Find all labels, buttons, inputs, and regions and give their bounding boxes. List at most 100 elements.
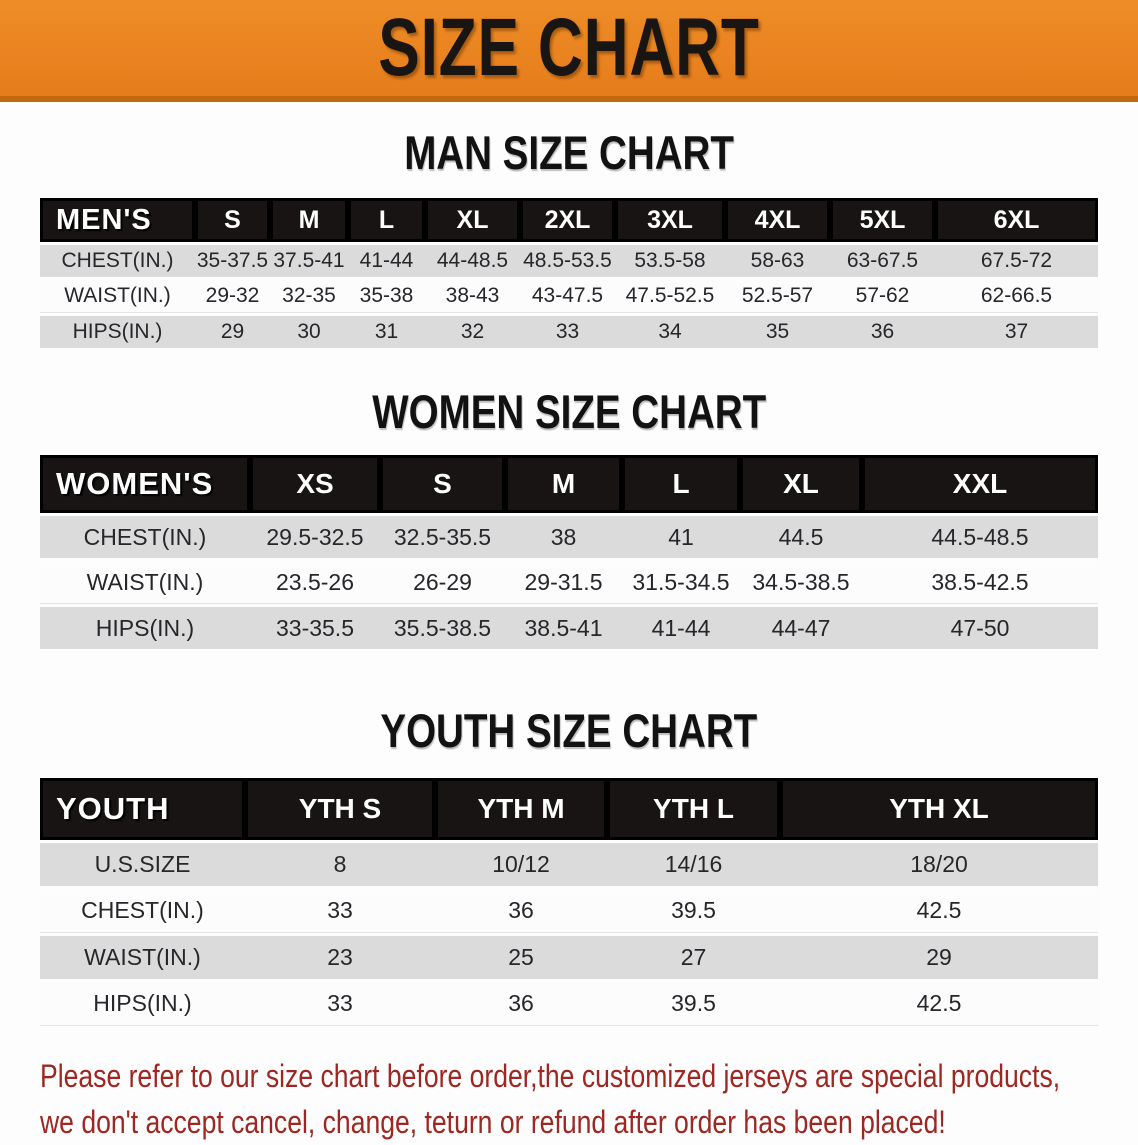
size-cell: 41 — [622, 516, 740, 558]
size-cell: 44.5 — [740, 516, 862, 558]
column-header: YTH L — [607, 778, 780, 840]
header-row: WOMEN'S XS S M L XL XXL — [40, 455, 1098, 513]
column-header: L — [622, 455, 740, 513]
table-row: CHEST(IN.) 33 36 39.5 42.5 — [40, 889, 1098, 933]
row-label: CHEST(IN.) — [40, 889, 245, 933]
table-body: U.S.SIZE 8 10/12 14/16 18/20 CHEST(IN.) 33 36 39… — [40, 843, 1098, 1026]
row-label: CHEST(IN.) — [40, 516, 250, 558]
column-header: YTH S — [245, 778, 435, 840]
size-cell: 47-50 — [862, 607, 1098, 649]
size-cell: 63-67.5 — [830, 245, 935, 277]
size-cell: 42.5 — [780, 982, 1098, 1026]
section-title: MAN SIZE CHART — [0, 128, 1138, 178]
size-cell: 38 — [505, 516, 622, 558]
section-title: WOMEN SIZE CHART — [0, 387, 1138, 437]
table-row: U.S.SIZE 8 10/12 14/16 18/20 — [40, 843, 1098, 886]
table-row: HIPS(IN.) 29 30 31 32 33 34 35 36 37 — [40, 316, 1098, 348]
size-cell: 42.5 — [780, 889, 1098, 933]
size-cell: 38-43 — [425, 280, 520, 313]
column-header: M — [505, 455, 622, 513]
size-cell: 36 — [435, 889, 607, 933]
column-header: XS — [250, 455, 380, 513]
size-cell: 38.5-41 — [505, 607, 622, 649]
size-cell: 29-31.5 — [505, 561, 622, 604]
size-cell: 29.5-32.5 — [250, 516, 380, 558]
table-row: CHEST(IN.) 35-37.5 37.5-41 41-44 44-48.5 48.5… — [40, 245, 1098, 277]
size-cell: 32 — [425, 316, 520, 348]
size-cell: 53.5-58 — [615, 245, 725, 277]
footer-line-1: Please refer to our size chart before or… — [40, 1058, 1061, 1094]
size-cell: 29 — [780, 936, 1098, 979]
row-label: U.S.SIZE — [40, 843, 245, 886]
section-title-text: YOUTH SIZE CHART — [380, 704, 758, 757]
row-label: WAIST(IN.) — [40, 561, 250, 604]
size-cell: 35-38 — [348, 280, 425, 313]
size-table-youth: YOUTH YTH S YTH M YTH L YTH XL U.S.SIZE 8 10/12… — [40, 775, 1098, 1029]
column-header: 4XL — [725, 198, 830, 242]
size-cell: 23.5-26 — [250, 561, 380, 604]
size-cell: 8 — [245, 843, 435, 886]
size-cell: 62-66.5 — [935, 280, 1098, 313]
size-cell: 67.5-72 — [935, 245, 1098, 277]
size-cell: 33-35.5 — [250, 607, 380, 649]
column-header: 3XL — [615, 198, 725, 242]
column-header: L — [348, 198, 425, 242]
row-label: HIPS(IN.) — [40, 982, 245, 1026]
size-cell: 48.5-53.5 — [520, 245, 615, 277]
size-cell: 41-44 — [622, 607, 740, 649]
column-header: YTH M — [435, 778, 607, 840]
size-cell: 23 — [245, 936, 435, 979]
size-chart-section-women: WOMEN SIZE CHART WOMEN'S XS S M L XL XXL CHEST(I… — [0, 387, 1138, 652]
size-cell: 34.5-38.5 — [740, 561, 862, 604]
size-cell: 39.5 — [607, 889, 780, 933]
section-title-text: WOMEN SIZE CHART — [372, 385, 766, 438]
table-row: CHEST(IN.) 29.5-32.5 32.5-35.5 38 41 44.5 44.5… — [40, 516, 1098, 558]
table-header: WOMEN'S XS S M L XL XXL — [40, 455, 1098, 513]
footer-note: Please refer to our size chart before or… — [40, 1053, 1138, 1145]
size-tables-container: MAN SIZE CHART MEN'S S M L XL 2XL 3XL 4XL 5XL 6XL C… — [0, 128, 1138, 1029]
table-row: WAIST(IN.) 23 25 27 29 — [40, 936, 1098, 979]
size-cell: 26-29 — [380, 561, 505, 604]
table-header: MEN'S S M L XL 2XL 3XL 4XL 5XL 6XL — [40, 198, 1098, 242]
column-header: YTH XL — [780, 778, 1098, 840]
table-row: HIPS(IN.) 33-35.5 35.5-38.5 38.5-41 41-44 44-… — [40, 607, 1098, 649]
size-cell: 57-62 — [830, 280, 935, 313]
size-chart-banner: SIZE CHART — [0, 0, 1138, 102]
size-cell: 31.5-34.5 — [622, 561, 740, 604]
row-label: HIPS(IN.) — [40, 316, 195, 348]
column-header: 5XL — [830, 198, 935, 242]
column-header: 2XL — [520, 198, 615, 242]
size-cell: 52.5-57 — [725, 280, 830, 313]
size-table-men: MEN'S S M L XL 2XL 3XL 4XL 5XL 6XL CHEST(IN.) 35-37… — [40, 195, 1098, 351]
size-cell: 33 — [520, 316, 615, 348]
section-title: YOUTH SIZE CHART — [0, 706, 1138, 756]
size-cell: 34 — [615, 316, 725, 348]
size-cell: 10/12 — [435, 843, 607, 886]
size-cell: 44-48.5 — [425, 245, 520, 277]
table-row: WAIST(IN.) 23.5-26 26-29 29-31.5 31.5-34.5 34… — [40, 561, 1098, 604]
table-row: WAIST(IN.) 29-32 32-35 35-38 38-43 43-47.5 47.… — [40, 280, 1098, 313]
size-cell: 33 — [245, 982, 435, 1026]
size-cell: 30 — [270, 316, 348, 348]
table-corner-label: WOMEN'S — [40, 455, 250, 513]
size-cell: 43-47.5 — [520, 280, 615, 313]
column-header: XL — [740, 455, 862, 513]
size-cell: 36 — [830, 316, 935, 348]
table-body: CHEST(IN.) 29.5-32.5 32.5-35.5 38 41 44.5 44.5… — [40, 516, 1098, 649]
row-label: HIPS(IN.) — [40, 607, 250, 649]
column-header: S — [195, 198, 270, 242]
size-cell: 44.5-48.5 — [862, 516, 1098, 558]
size-table-women: WOMEN'S XS S M L XL XXL CHEST(IN.) 29.5-32.5 32.5… — [40, 452, 1098, 652]
banner-title: SIZE CHART — [378, 2, 760, 93]
row-label: WAIST(IN.) — [40, 936, 245, 979]
size-cell: 35 — [725, 316, 830, 348]
header-row: YOUTH YTH S YTH M YTH L YTH XL — [40, 778, 1098, 840]
size-cell: 37.5-41 — [270, 245, 348, 277]
size-cell: 47.5-52.5 — [615, 280, 725, 313]
size-cell: 41-44 — [348, 245, 425, 277]
size-cell: 58-63 — [725, 245, 830, 277]
section-title-text: MAN SIZE CHART — [404, 126, 734, 179]
size-cell: 32-35 — [270, 280, 348, 313]
size-cell: 36 — [435, 982, 607, 1026]
size-cell: 29-32 — [195, 280, 270, 313]
